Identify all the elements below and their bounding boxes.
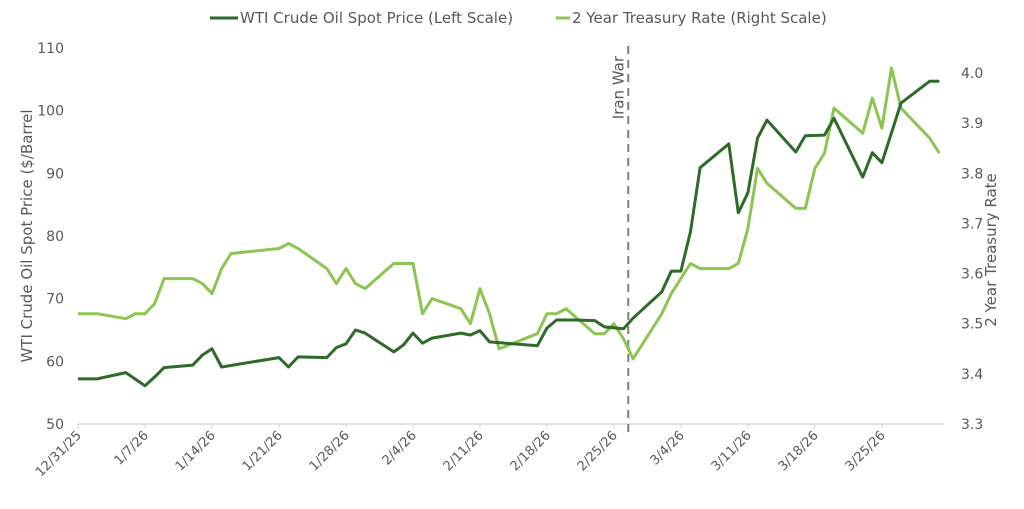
x-tick-label: 3/4/26 — [648, 428, 688, 468]
x-tick-label: 3/25/26 — [843, 428, 889, 474]
left-axis-label: WTI Crude Oil Spot Price ($/Barrel — [18, 109, 36, 362]
legend: WTI Crude Oil Spot Price (Left Scale) 2 … — [210, 9, 827, 27]
x-tick-label: 2/25/26 — [575, 428, 621, 474]
x-tick-label: 1/28/26 — [307, 428, 353, 474]
left-tick-label: 90 — [46, 166, 64, 182]
legend-label-treasury: 2 Year Treasury Rate (Right Scale) — [572, 9, 827, 27]
right-tick-label: 3.5 — [961, 317, 983, 333]
left-tick-label: 100 — [37, 104, 64, 120]
legend-label-wti: WTI Crude Oil Spot Price (Left Scale) — [240, 9, 513, 27]
left-tick-label: 110 — [37, 41, 64, 57]
x-tick-label: 2/11/26 — [441, 428, 487, 474]
series-lines — [78, 66, 941, 388]
right-tick-label: 3.3 — [961, 417, 983, 433]
left-tick-label: 50 — [46, 417, 64, 433]
left-tick-label: 80 — [46, 229, 64, 245]
x-tick-label: 1/21/26 — [240, 428, 286, 474]
annotation: Iran War — [609, 46, 630, 436]
right-tick-label: 3.4 — [961, 367, 983, 383]
left-tick-label: 70 — [46, 292, 64, 308]
left-tick-label: 60 — [46, 354, 64, 370]
right-tick-label: 3.7 — [961, 216, 983, 232]
wti-price-line — [78, 79, 940, 388]
right-tick-label: 3.9 — [961, 116, 983, 132]
right-tick-label: 3.8 — [961, 166, 983, 182]
x-tick-label: 1/7/26 — [112, 428, 152, 468]
x-tick-label: 3/18/26 — [776, 428, 822, 474]
treasury-rate-line — [78, 66, 941, 361]
right-axis-label: 2 Year Treasury Rate — [982, 173, 1000, 327]
x-tick-label: 2/4/26 — [380, 428, 420, 468]
right-tick-label: 4.0 — [961, 66, 983, 82]
x-tick-label: 2/18/26 — [508, 428, 554, 474]
x-tick-label: 1/14/26 — [173, 428, 219, 474]
right-tick-label: 3.6 — [961, 267, 983, 283]
x-tick-label: 12/31/25 — [33, 428, 85, 480]
x-tick-label: 3/11/26 — [709, 428, 755, 474]
iran-war-label: Iran War — [609, 55, 627, 119]
axes: 12/31/25 1/7/26 1/14/26 1/21/26 1/28/26 2/4/2… — [33, 41, 983, 480]
